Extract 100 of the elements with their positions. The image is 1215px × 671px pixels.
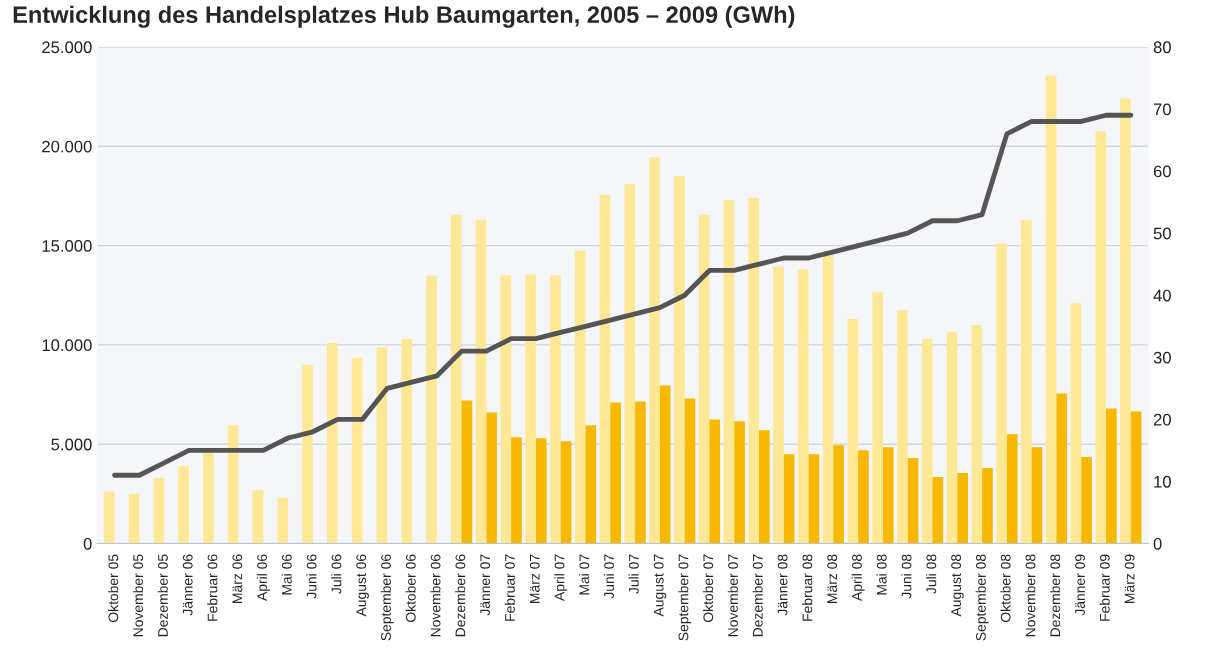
bar [624, 184, 636, 544]
x-tick-label: Dezember 07 [752, 554, 763, 637]
bar [808, 454, 820, 544]
bar [574, 250, 586, 544]
bar [302, 364, 313, 544]
bar [833, 445, 845, 544]
bar [511, 437, 522, 544]
x-tick-label: September 08 [975, 554, 989, 641]
bar [946, 331, 958, 544]
bar [426, 275, 437, 544]
x-tick-label: Jänner 09 [1075, 554, 1085, 616]
bar [203, 452, 214, 544]
y2-tick-label: 40 [1153, 289, 1171, 302]
x-tick-label: Februar 06 [207, 554, 218, 621]
x-tick-label: Jänner 08 [777, 554, 788, 616]
bar [921, 338, 933, 544]
x-tick-label: April 07 [554, 554, 568, 601]
y2-tick-label: 70 [1153, 103, 1171, 116]
y-tick-label: 5.000 [51, 438, 92, 451]
x-tick-label: Oktober 05 [108, 554, 119, 622]
bar [858, 450, 869, 544]
bar [486, 412, 498, 544]
bar [698, 214, 710, 544]
bar [450, 214, 462, 544]
bar [649, 157, 660, 544]
bar [1070, 303, 1082, 544]
x-tick-label: November 07 [727, 554, 738, 637]
y-tick-label: 0 [83, 537, 92, 550]
bar [550, 275, 561, 544]
x-tick-label: November 06 [430, 554, 441, 637]
y2-tick-label: 80 [1153, 41, 1171, 54]
x-tick-label: April 06 [256, 554, 270, 601]
x-tick-label: Oktober 06 [405, 554, 416, 622]
x-tick-label: Dezember 08 [1049, 554, 1061, 637]
bar [475, 219, 487, 544]
bar [773, 266, 784, 544]
y2-tick-label: 30 [1153, 351, 1171, 364]
bar [227, 425, 239, 544]
bar [1031, 447, 1043, 544]
bar [723, 199, 735, 544]
bar [1095, 131, 1107, 544]
bar [277, 497, 289, 544]
x-tick-label: August 08 [951, 554, 964, 617]
bar [932, 476, 944, 544]
chart-title: Entwicklung des Handelsplatzes Hub Baumgarten, 2005 – 2009 (GWh) [13, 5, 795, 28]
bar [684, 398, 696, 544]
bar [797, 269, 809, 544]
x-tick-label: Juli 08 [926, 554, 937, 594]
bar [748, 197, 760, 544]
bar [500, 275, 512, 544]
line-series [112, 112, 1134, 478]
bar [401, 338, 412, 544]
x-tick-label: Mai 07 [579, 554, 590, 595]
x-tick-label: Juni 06 [306, 554, 317, 599]
y2-tick-label: 50 [1153, 227, 1171, 240]
y-tick-label: 25.000 [42, 41, 92, 54]
x-tick-label: Oktober 07 [702, 554, 714, 622]
y2-tick-label: 20 [1153, 413, 1171, 426]
x-tick-label: Jänner 06 [182, 554, 193, 616]
bar [585, 425, 597, 544]
x-tick-label: Februar 09 [1099, 554, 1110, 621]
bar [103, 491, 115, 544]
x-tick-label: Oktober 08 [1000, 554, 1011, 622]
x-tick-label: Mai 08 [876, 554, 887, 595]
bar [461, 400, 473, 544]
y-tick-label: 10.000 [42, 339, 92, 352]
bar [326, 342, 338, 544]
bar [1130, 411, 1142, 544]
x-tick-label: Februar 08 [802, 554, 813, 621]
bar [128, 493, 140, 544]
x-tick-label: September 06 [380, 554, 394, 641]
x-tick-label: Dezember 05 [157, 554, 168, 637]
bar [376, 346, 388, 544]
bar [178, 466, 189, 544]
x-tick-label: März 08 [827, 554, 838, 603]
x-tick-label: März 06 [232, 554, 243, 603]
bar [907, 458, 919, 544]
bar [734, 421, 745, 544]
x-tick-label: Mai 06 [281, 554, 292, 595]
bar [1081, 457, 1092, 544]
y-tick-label: 15.000 [42, 239, 92, 252]
x-tick-label: Juli 06 [331, 554, 342, 594]
x-tick-label: März 09 [1124, 554, 1135, 603]
x-tick-label: August 06 [356, 554, 369, 617]
y2-tick-label: 60 [1153, 165, 1171, 178]
x-tick-label: November 08 [1025, 554, 1036, 637]
bar [882, 447, 894, 544]
bar [525, 274, 536, 544]
bar [1021, 219, 1032, 544]
bar [153, 477, 165, 544]
x-tick-label: Februar 07 [504, 554, 515, 621]
x-tick-label: Juni 08 [901, 554, 912, 599]
bar [897, 310, 908, 544]
bar [351, 357, 363, 544]
bar [635, 401, 646, 544]
bar [610, 402, 621, 544]
bar [252, 489, 264, 544]
x-tick-label: Dezember 06 [455, 554, 466, 637]
x-tick-label: März 07 [529, 554, 540, 603]
bar [957, 473, 968, 544]
